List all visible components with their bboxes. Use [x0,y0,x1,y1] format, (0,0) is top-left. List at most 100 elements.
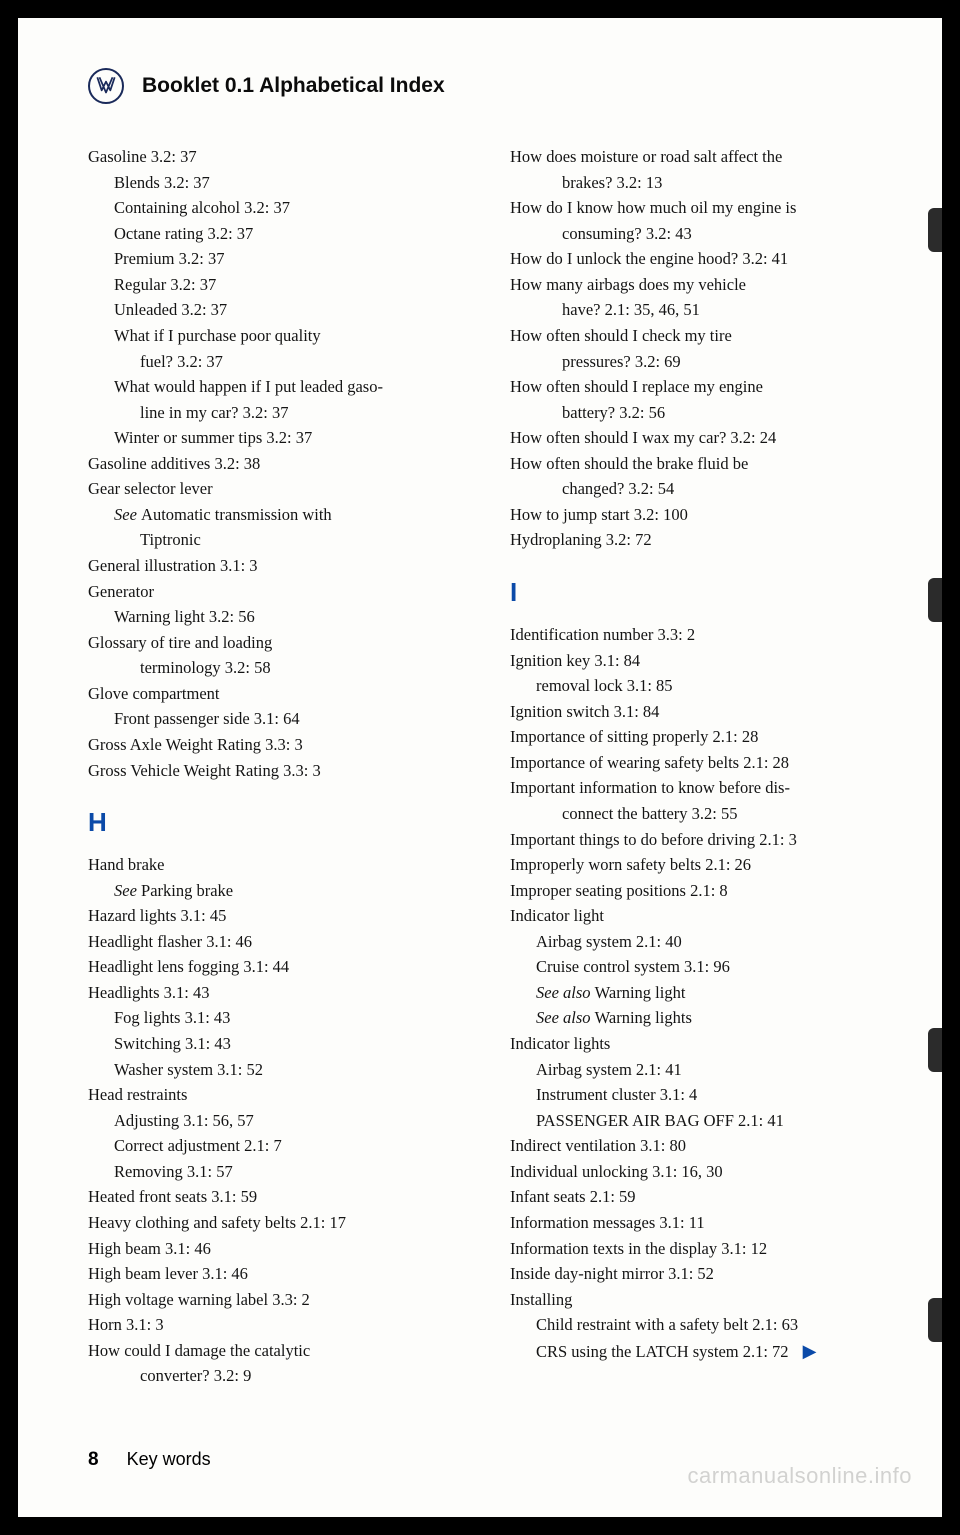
index-entry: Indicator light [510,903,882,929]
index-entry: High beam 3.1: 46 [88,1236,460,1262]
index-entry: Improper seating positions 2.1: 8 [510,878,882,904]
index-entry: Hand brake [88,852,460,878]
index-entry: Regular 3.2: 37 [88,272,460,298]
index-entry: Washer system 3.1: 52 [88,1057,460,1083]
index-entry: Glossary of tire and loading [88,630,460,656]
index-entry: Heavy clothing and safety belts 2.1: 17 [88,1210,460,1236]
index-entry: Warning light 3.2: 56 [88,604,460,630]
edge-tab [928,578,942,622]
index-entry: Gear selector lever [88,476,460,502]
index-entry: Unleaded 3.2: 37 [88,297,460,323]
index-entry: Airbag system 2.1: 40 [510,929,882,955]
index-entry: Cruise control system 3.1: 96 [510,954,882,980]
edge-tab [928,208,942,252]
section-letter: I [510,577,882,608]
right-column: How does moisture or road salt affect th… [510,144,882,1389]
index-entry: Front passenger side 3.1: 64 [88,706,460,732]
section-letter: H [88,807,460,838]
index-entry: Blends 3.2: 37 [88,170,460,196]
index-entry: converter? 3.2: 9 [88,1363,460,1389]
index-entry: Airbag system 2.1: 41 [510,1057,882,1083]
index-entry: How often should I replace my engine [510,374,882,400]
left-column: Gasoline 3.2: 37Blends 3.2: 37Containing… [88,144,460,1389]
index-entry: Switching 3.1: 43 [88,1031,460,1057]
index-entry: Instrument cluster 3.1: 4 [510,1082,882,1108]
index-entry: Fog lights 3.1: 43 [88,1005,460,1031]
page-number: 8 [88,1449,99,1471]
index-entry: How do I unlock the engine hood? 3.2: 41 [510,246,882,272]
index-entry: line in my car? 3.2: 37 [88,400,460,426]
continue-arrow-icon: ▶ [803,1341,817,1361]
index-entry: Individual unlocking 3.1: 16, 30 [510,1159,882,1185]
index-entry: Adjusting 3.1: 56, 57 [88,1108,460,1134]
index-entry: Headlight lens fogging 3.1: 44 [88,954,460,980]
index-entry: Gasoline additives 3.2: 38 [88,451,460,477]
index-entry: Installing [510,1287,882,1313]
index-entry: Headlights 3.1: 43 [88,980,460,1006]
footer-label: Key words [127,1449,211,1470]
index-entry: Hazard lights 3.1: 45 [88,903,460,929]
index-entry: Child restraint with a safety belt 2.1: … [510,1312,882,1338]
index-entry: How do I know how much oil my engine is [510,195,882,221]
index-entry: How many airbags does my vehicle [510,272,882,298]
index-entry: Important things to do before driving 2.… [510,827,882,853]
index-columns: Gasoline 3.2: 37Blends 3.2: 37Containing… [88,144,882,1389]
index-entry: terminology 3.2: 58 [88,655,460,681]
header-title: Booklet 0.1 Alphabetical Index [142,74,445,98]
index-entry: How often should I check my tire [510,323,882,349]
index-entry: How often should I wax my car? 3.2: 24 [510,425,882,451]
page-header: Booklet 0.1 Alphabetical Index [88,68,882,104]
edge-tab [928,1298,942,1342]
page: Booklet 0.1 Alphabetical Index Gasoline … [18,18,942,1517]
index-entry: consuming? 3.2: 43 [510,221,882,247]
index-entry: Heated front seats 3.1: 59 [88,1184,460,1210]
index-entry: Generator [88,579,460,605]
index-entry: Indirect ventilation 3.1: 80 [510,1133,882,1159]
index-entry: Ignition switch 3.1: 84 [510,699,882,725]
index-entry: Octane rating 3.2: 37 [88,221,460,247]
index-entry: High beam lever 3.1: 46 [88,1261,460,1287]
index-entry: Glove compartment [88,681,460,707]
page-footer: 8 Key words [88,1449,211,1471]
index-entry: Containing alcohol 3.2: 37 [88,195,460,221]
index-entry: Correct adjustment 2.1: 7 [88,1133,460,1159]
index-entry: Importance of wearing safety belts 2.1: … [510,750,882,776]
index-entry: Information texts in the display 3.1: 12 [510,1236,882,1262]
index-entry: connect the battery 3.2: 55 [510,801,882,827]
watermark-text: carmanualsonline.info [687,1463,912,1489]
index-entry: Infant seats 2.1: 59 [510,1184,882,1210]
index-entry: Improperly worn safety belts 2.1: 26 [510,852,882,878]
index-entry: What would happen if I put leaded gaso- [88,374,460,400]
index-entry: Head restraints [88,1082,460,1108]
index-entry: removal lock 3.1: 85 [510,673,882,699]
index-entry: See also Warning lights [510,1005,882,1031]
index-entry: battery? 3.2: 56 [510,400,882,426]
index-entry: Identification number 3.3: 2 [510,622,882,648]
index-entry: How often should the brake fluid be [510,451,882,477]
index-entry: What if I purchase poor quality [88,323,460,349]
index-entry: See Parking brake [88,878,460,904]
index-entry: fuel? 3.2: 37 [88,349,460,375]
index-entry: Headlight flasher 3.1: 46 [88,929,460,955]
index-entry: have? 2.1: 35, 46, 51 [510,297,882,323]
index-entry: How does moisture or road salt affect th… [510,144,882,170]
index-entry: See Automatic transmission with [88,502,460,528]
index-entry: Ignition key 3.1: 84 [510,648,882,674]
index-entry: PASSENGER AIR BAG OFF 2.1: 41 [510,1108,882,1134]
index-entry: Gross Axle Weight Rating 3.3: 3 [88,732,460,758]
index-entry: pressures? 3.2: 69 [510,349,882,375]
index-entry: Gasoline 3.2: 37 [88,144,460,170]
index-entry: Winter or summer tips 3.2: 37 [88,425,460,451]
index-entry: Premium 3.2: 37 [88,246,460,272]
index-entry: How to jump start 3.2: 100 [510,502,882,528]
index-entry: Horn 3.1: 3 [88,1312,460,1338]
index-entry: Information messages 3.1: 11 [510,1210,882,1236]
index-entry: Tiptronic [88,527,460,553]
index-entry: Indicator lights [510,1031,882,1057]
index-entry: CRS using the LATCH system 2.1: 72▶ [510,1338,882,1366]
index-entry: General illustration 3.1: 3 [88,553,460,579]
index-entry: How could I damage the catalytic [88,1338,460,1364]
index-entry: Removing 3.1: 57 [88,1159,460,1185]
vw-logo-icon [88,68,124,104]
index-entry: High voltage warning label 3.3: 2 [88,1287,460,1313]
